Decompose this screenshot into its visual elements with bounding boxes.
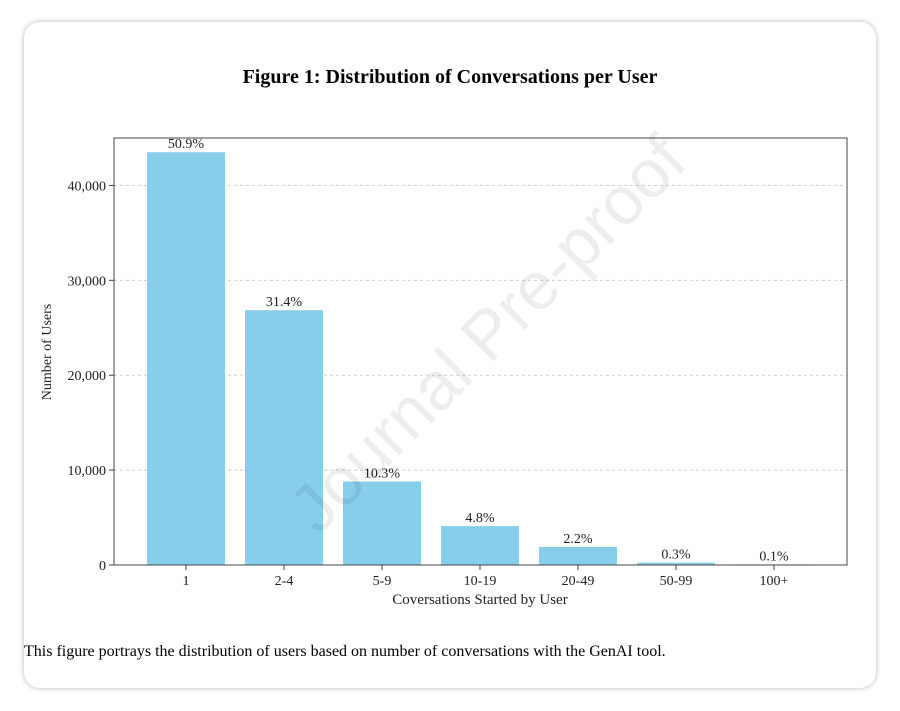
bar-chart: 50.9% 31.4% 10.3% 4.8% 2.2% 0.3% 0.1% 0 10,000 2… xyxy=(40,137,848,608)
bar xyxy=(245,310,323,565)
grid-lines xyxy=(114,184,847,471)
bar-labels: 50.9% 31.4% 10.3% 4.8% 2.2% 0.3% 0.1% xyxy=(168,137,789,564)
bar-data-label: 4.8% xyxy=(465,511,495,526)
y-axis-label: Number of Users xyxy=(40,304,55,400)
x-tick-label: 2-4 xyxy=(275,574,294,589)
y-tick-label: 40,000 xyxy=(68,179,107,194)
bar xyxy=(147,152,225,565)
bar-data-label: 31.4% xyxy=(266,295,303,310)
x-axis-ticks: 1 2-4 5-9 10-19 20-49 50-99 100+ xyxy=(183,565,789,589)
x-tick-label: 1 xyxy=(183,574,190,589)
y-tick-label: 30,000 xyxy=(68,274,107,289)
bar xyxy=(441,526,519,565)
bar-data-label: 10.3% xyxy=(364,466,401,481)
x-tick-label: 50-99 xyxy=(660,574,693,589)
bar-data-label: 0.1% xyxy=(759,549,789,564)
x-tick-label: 100+ xyxy=(760,574,789,589)
y-tick-label: 0 xyxy=(99,559,106,574)
bar-data-label: 2.2% xyxy=(563,532,593,547)
y-tick-label: 20,000 xyxy=(68,369,107,384)
y-tick-label: 10,000 xyxy=(68,464,107,479)
figure-card: Figure 1: Distribution of Conversations … xyxy=(24,22,876,688)
bar xyxy=(343,481,421,565)
bars xyxy=(147,152,813,565)
y-axis-ticks: 0 10,000 20,000 30,000 40,000 xyxy=(68,179,114,574)
bar-data-label: 50.9% xyxy=(168,137,205,152)
x-tick-label: 20-49 xyxy=(562,574,595,589)
figure-caption: This figure portrays the distribution of… xyxy=(24,643,666,660)
bar xyxy=(539,546,617,565)
x-tick-label: 5-9 xyxy=(373,574,392,589)
x-axis-label: Coversations Started by User xyxy=(392,592,567,608)
bar xyxy=(637,562,715,565)
x-tick-label: 10-19 xyxy=(464,574,497,589)
figure-title: Figure 1: Distribution of Conversations … xyxy=(242,66,658,88)
bar-data-label: 0.3% xyxy=(661,548,691,563)
